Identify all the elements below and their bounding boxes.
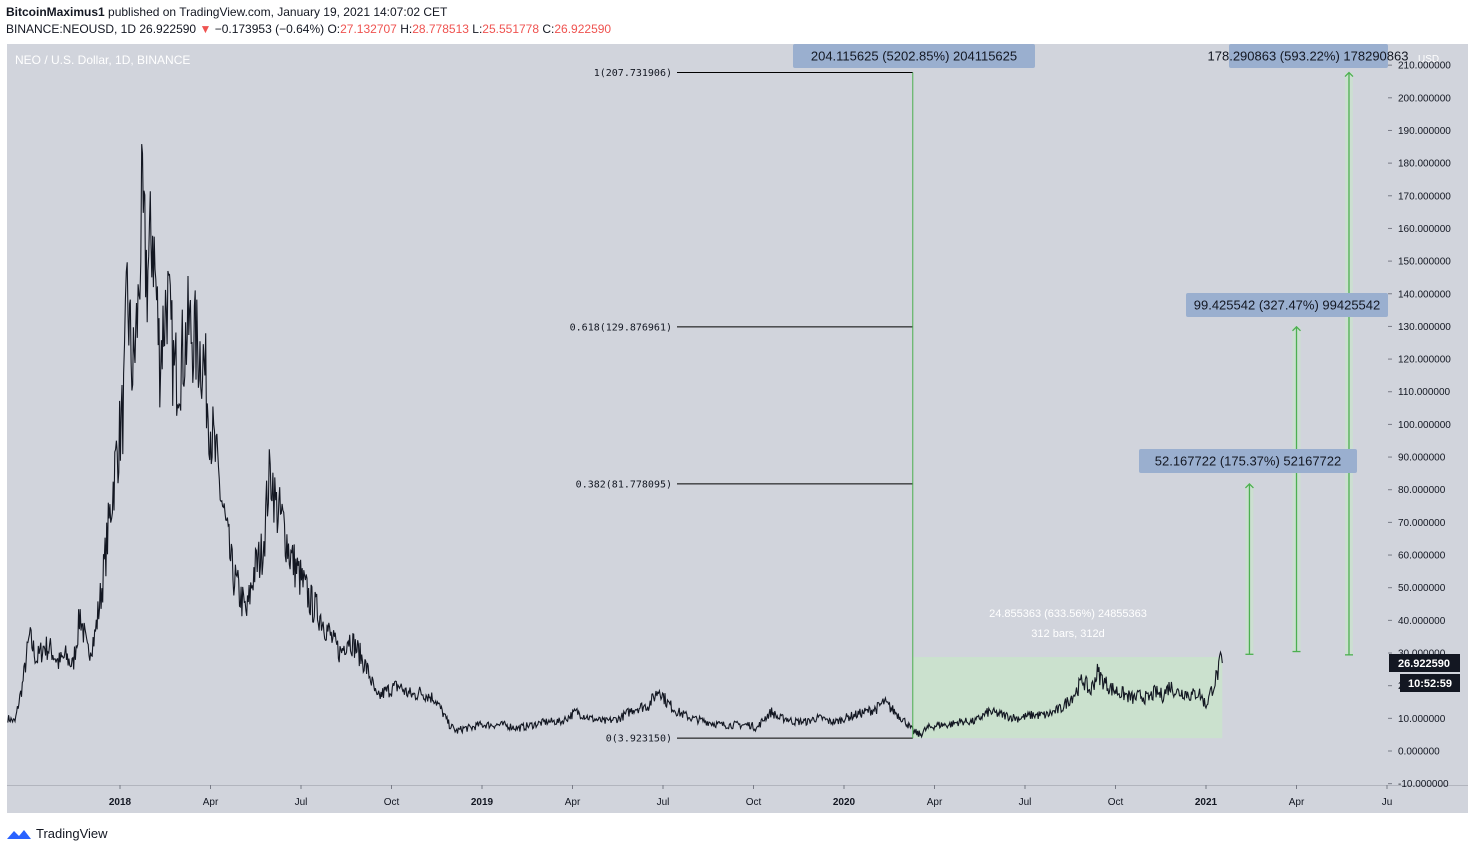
target-3-label: 178.290863 (593.22%) 178290863 bbox=[1208, 49, 1409, 64]
y-tick-label: 70.000000 bbox=[1398, 518, 1446, 529]
y-tick-label: 40.000000 bbox=[1398, 616, 1446, 627]
last-price-badge bbox=[1389, 654, 1460, 672]
y-tick-label: 150.000000 bbox=[1398, 257, 1451, 268]
publish-text: published on TradingView.com, January 19… bbox=[104, 5, 448, 19]
vertical-measure-label-box bbox=[793, 44, 1035, 68]
tradingview-logo[interactable]: TradingView bbox=[6, 826, 108, 841]
y-tick-label: 130.000000 bbox=[1398, 322, 1451, 333]
x-tick-label: Jul bbox=[295, 797, 308, 808]
target-arrowhead bbox=[1292, 325, 1301, 332]
x-tick-label: Apr bbox=[927, 797, 943, 808]
y-tick-label: 140.000000 bbox=[1398, 289, 1451, 300]
brand-label: TradingView bbox=[36, 826, 108, 841]
y-tick-label: 60.000000 bbox=[1398, 551, 1446, 562]
ohlc-line: BINANCE:NEOUSD, 1D 26.922590 ▼ −0.173953… bbox=[6, 22, 611, 36]
y-tick-label: -10.000000 bbox=[1398, 779, 1449, 790]
target-2-label: 99.425542 (327.47%) 99425542 bbox=[1194, 298, 1381, 313]
price-change: −0.173953 (−0.64%) bbox=[214, 22, 325, 36]
low-label: L: bbox=[472, 22, 483, 36]
y-tick-label: 200.000000 bbox=[1398, 93, 1451, 104]
author-name[interactable]: BitcoinMaximus1 bbox=[6, 5, 105, 19]
y-tick-label: 50.000000 bbox=[1398, 583, 1446, 594]
x-tick-label: Apr bbox=[203, 797, 219, 808]
close-value: 26.922590 bbox=[554, 22, 612, 36]
measure-box-label: 24.855363 (633.56%) 24855363 bbox=[989, 608, 1147, 620]
price-series-line bbox=[7, 144, 1223, 739]
countdown-label: 10:52:59 bbox=[1408, 678, 1452, 690]
y-tick-label: 90.000000 bbox=[1398, 453, 1446, 464]
y-tick-label: 0.000000 bbox=[1398, 747, 1440, 758]
x-tick-label: Oct bbox=[746, 797, 762, 808]
target-3-label-box bbox=[1229, 44, 1388, 68]
fib-level-label: 0(3.923150) bbox=[606, 734, 672, 745]
time-axis-background bbox=[7, 785, 1468, 813]
y-tick-label: 160.000000 bbox=[1398, 224, 1451, 235]
x-tick-label: Ju bbox=[1382, 797, 1393, 808]
x-tick-label: Apr bbox=[565, 797, 581, 808]
x-tick-label: 2020 bbox=[833, 797, 856, 808]
tradingview-logo-icon bbox=[7, 829, 31, 839]
x-tick-label: 2018 bbox=[109, 797, 132, 808]
y-tick-label: 100.000000 bbox=[1398, 420, 1451, 431]
low-value: 25.551778 bbox=[482, 22, 540, 36]
down-arrow-icon: ▼ bbox=[199, 22, 212, 36]
fib-level-label: 0.618(129.876961) bbox=[570, 322, 672, 333]
symbol-label: BINANCE:NEOUSD, 1D bbox=[6, 22, 137, 36]
target-1-label: 52.167722 (175.37%) 52167722 bbox=[1155, 454, 1342, 469]
close-label: C: bbox=[542, 22, 555, 36]
y-tick-label: 190.000000 bbox=[1398, 126, 1451, 137]
high-label: H: bbox=[400, 22, 413, 36]
high-value: 28.778513 bbox=[412, 22, 469, 36]
x-tick-label: 2019 bbox=[471, 797, 494, 808]
y-tick-label: 180.000000 bbox=[1398, 159, 1451, 170]
chart-title: NEO / U.S. Dollar, 1D, BINANCE bbox=[15, 53, 190, 67]
open-label: O: bbox=[327, 22, 341, 36]
target-2-label-box bbox=[1186, 293, 1388, 317]
target-1-label-box bbox=[1139, 449, 1357, 473]
x-tick-label: Jul bbox=[1019, 797, 1032, 808]
currency-label: USD bbox=[1418, 54, 1439, 65]
price-axis-background bbox=[1388, 44, 1468, 785]
last-price: 26.922590 bbox=[139, 22, 197, 36]
y-tick-label: 120.000000 bbox=[1398, 355, 1451, 366]
x-tick-label: 2021 bbox=[1195, 797, 1218, 808]
countdown-badge bbox=[1400, 674, 1460, 692]
vertical-measure-label: 204.115625 (5202.85%) 204115625 bbox=[811, 49, 1017, 64]
x-tick-label: Apr bbox=[1289, 797, 1305, 808]
publish-info: BitcoinMaximus1 published on TradingView… bbox=[6, 5, 447, 19]
target-arrowhead bbox=[1344, 71, 1354, 78]
last-price-label: 26.922590 bbox=[1398, 658, 1450, 670]
y-tick-label: 210.000000 bbox=[1398, 61, 1451, 72]
y-tick-label: 110.000000 bbox=[1398, 387, 1451, 398]
fib-level-label: 1(207.731906) bbox=[594, 68, 672, 79]
y-tick-label: 10.000000 bbox=[1398, 714, 1446, 725]
x-tick-label: Oct bbox=[384, 797, 400, 808]
y-tick-label: 80.000000 bbox=[1398, 485, 1446, 496]
y-tick-label: 170.000000 bbox=[1398, 191, 1451, 202]
fib-level-label: 0.382(81.778095) bbox=[576, 479, 672, 490]
x-tick-label: Jul bbox=[657, 797, 670, 808]
open-value: 27.132707 bbox=[340, 22, 397, 36]
x-tick-label: Oct bbox=[1108, 797, 1124, 808]
target-arrowhead bbox=[1244, 482, 1254, 489]
measure-box-bars-label: 312 bars, 312d bbox=[1031, 628, 1104, 640]
